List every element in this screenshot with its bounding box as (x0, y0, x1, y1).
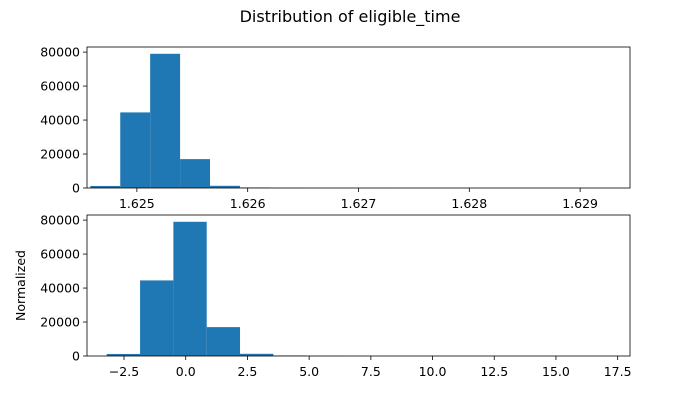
y-axis-label: Normalized (13, 250, 28, 321)
x-tick-label: 17.5 (604, 364, 632, 379)
histogram-bar (210, 185, 240, 188)
histogram-bar (150, 53, 181, 188)
histogram-bar (140, 280, 174, 356)
histogram-panel-raw: 0 20000 40000 60000 80000 1.625 1.626 1.627 1.62… (40, 45, 631, 211)
y-tick-label: 40000 (40, 113, 80, 128)
y-tick-label: 80000 (40, 45, 80, 60)
x-tick-label: 12.5 (480, 364, 508, 379)
y-tick-label: 80000 (40, 213, 80, 228)
x-tick-label: 15.0 (542, 364, 570, 379)
x-tick-label: 0.0 (176, 364, 196, 379)
x-tick-label: 10.0 (419, 364, 447, 379)
axes-frame (86, 214, 631, 357)
x-tick-label: −2.5 (109, 364, 139, 379)
y-tick-label: 40000 (40, 281, 80, 296)
histogram-bar (90, 185, 121, 188)
x-tick-label: 1.625 (119, 196, 155, 211)
histogram-bar (173, 221, 207, 356)
histogram-bar (180, 159, 211, 188)
histogram-bar (240, 353, 274, 356)
y-tick-label: 60000 (40, 247, 80, 262)
histogram-panel-normalized: 0 20000 40000 60000 80000 −2.5 0.0 2.5 5.0 7.5 10.… (13, 213, 632, 379)
y-tick-label: 20000 (40, 315, 80, 330)
x-tick-label: 7.5 (361, 364, 381, 379)
y-tick-label: 0 (72, 349, 80, 364)
x-tick-label: 1.629 (562, 196, 598, 211)
x-tick-label: 1.627 (341, 196, 377, 211)
histogram-bar (106, 353, 141, 356)
x-tick-label: 2.5 (237, 364, 257, 379)
x-tick-label: 5.0 (299, 364, 319, 379)
histogram-bar (206, 327, 241, 356)
figure-title: Distribution of eligible_time (240, 7, 461, 27)
y-tick-label: 20000 (40, 147, 80, 162)
y-tick-label: 60000 (40, 79, 80, 94)
y-tick-label: 0 (72, 181, 80, 196)
histogram-bar (120, 112, 151, 188)
x-tick-label: 1.628 (451, 196, 487, 211)
x-tick-label: 1.626 (230, 196, 266, 211)
